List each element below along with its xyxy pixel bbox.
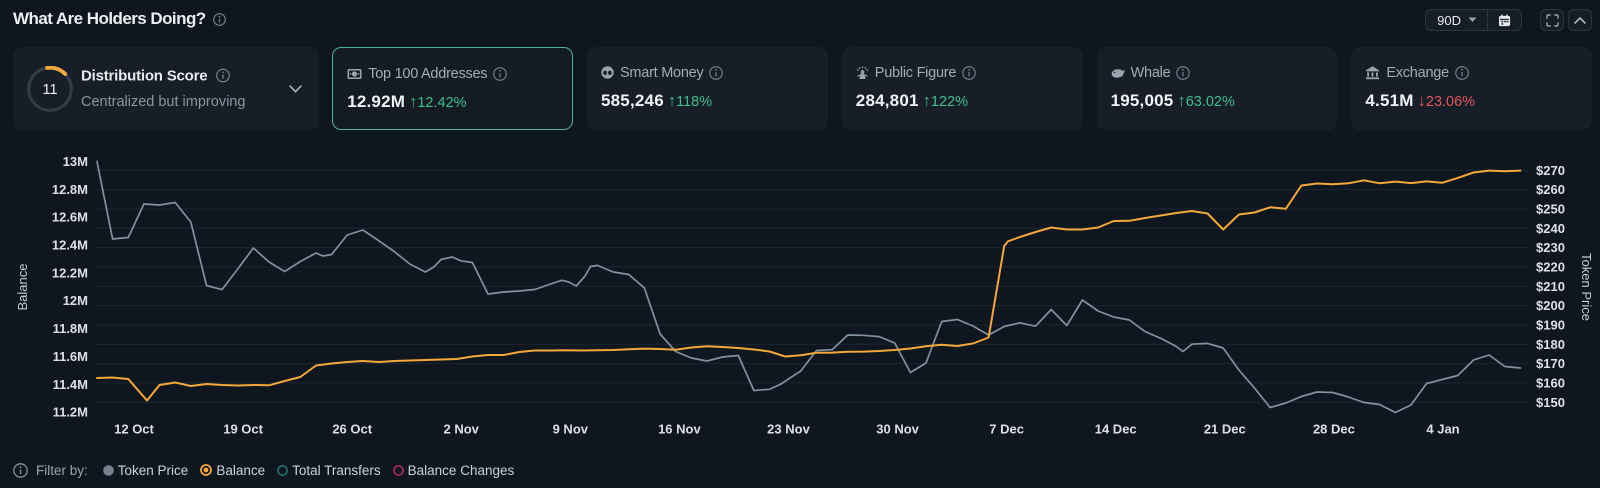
svg-text:30 Nov: 30 Nov — [876, 422, 919, 437]
svg-text:11.2M: 11.2M — [53, 405, 88, 420]
svg-text:12 Oct: 12 Oct — [114, 422, 154, 437]
svg-text:9 Nov: 9 Nov — [553, 422, 589, 437]
svg-text:$190: $190 — [1536, 317, 1565, 332]
svg-text:$220: $220 — [1536, 259, 1565, 274]
svg-text:19 Oct: 19 Oct — [223, 422, 263, 437]
svg-text:12.2M: 12.2M — [52, 265, 88, 280]
svg-text:$210: $210 — [1536, 279, 1565, 294]
svg-text:$270: $270 — [1536, 163, 1565, 178]
svg-text:$260: $260 — [1536, 182, 1565, 197]
svg-text:$160: $160 — [1536, 375, 1565, 390]
svg-text:Token Price: Token Price — [1579, 253, 1594, 321]
svg-text:$180: $180 — [1536, 337, 1565, 352]
svg-text:23 Nov: 23 Nov — [767, 422, 810, 437]
svg-text:21 Dec: 21 Dec — [1204, 422, 1246, 437]
svg-text:12.4M: 12.4M — [52, 238, 88, 253]
svg-text:11: 11 — [42, 82, 57, 98]
svg-text:12M: 12M — [63, 293, 88, 308]
svg-text:11.4M: 11.4M — [53, 377, 88, 392]
svg-text:14 Dec: 14 Dec — [1095, 422, 1137, 437]
svg-text:2 Nov: 2 Nov — [443, 422, 479, 437]
svg-text:16 Nov: 16 Nov — [658, 422, 701, 437]
svg-text:$200: $200 — [1536, 298, 1565, 313]
svg-text:12.8M: 12.8M — [52, 182, 88, 197]
svg-text:$170: $170 — [1536, 356, 1565, 371]
svg-text:$150: $150 — [1536, 395, 1565, 410]
svg-text:13M: 13M — [63, 154, 88, 169]
svg-text:12.6M: 12.6M — [52, 210, 88, 225]
svg-text:$240: $240 — [1536, 221, 1565, 236]
svg-text:4 Jan: 4 Jan — [1426, 422, 1459, 437]
svg-text:26 Oct: 26 Oct — [332, 422, 372, 437]
svg-text:Balance: Balance — [15, 264, 30, 311]
svg-text:$230: $230 — [1536, 240, 1565, 255]
svg-text:28 Dec: 28 Dec — [1313, 422, 1355, 437]
svg-text:11.8M: 11.8M — [53, 321, 88, 336]
svg-text:7 Dec: 7 Dec — [989, 422, 1024, 437]
svg-text:11.6M: 11.6M — [53, 349, 88, 364]
svg-text:$250: $250 — [1536, 202, 1565, 217]
